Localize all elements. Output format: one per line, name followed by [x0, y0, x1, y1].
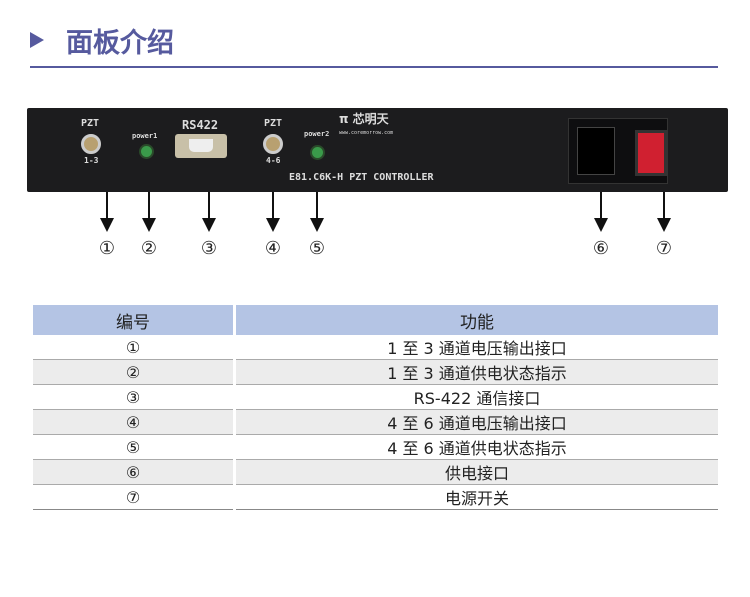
- controller-front-panel: PZT 1-3 power1 RS422 PZT 4-6 power2 π 芯明…: [27, 108, 728, 192]
- title-text: 面板介绍: [66, 27, 174, 59]
- cell-function: 4 至 6 通道供电状态指示: [234, 434, 718, 460]
- label-pzt1: PZT: [81, 118, 100, 129]
- table-row: ③ RS-422 通信接口: [33, 384, 718, 410]
- callout-3: ③: [200, 238, 218, 259]
- label-power1: power1: [132, 132, 158, 140]
- cell-number: ②: [33, 359, 236, 385]
- pzt-connector-2: [263, 134, 283, 154]
- cell-number: ⑥: [33, 459, 236, 485]
- table-row: ⑦ 电源开关: [33, 484, 718, 510]
- model-label: E81.C6K-H PZT CONTROLLER: [289, 172, 434, 183]
- label-rs422: RS422: [182, 118, 219, 132]
- callout-2: ②: [140, 238, 158, 259]
- triangle-bullet-icon: [30, 32, 44, 48]
- table-row: ⑥ 供电接口: [33, 459, 718, 485]
- cell-number: ⑤: [33, 434, 236, 460]
- cell-number: ③: [33, 384, 236, 410]
- cell-function: 1 至 3 通道电压输出接口: [234, 335, 718, 360]
- arrow-6: [594, 192, 608, 232]
- callout-4: ④: [264, 238, 282, 259]
- arrow-5: [310, 192, 324, 232]
- power2-led: [310, 145, 325, 160]
- header-number: 编号: [33, 305, 236, 335]
- callout-6: ⑥: [592, 238, 610, 259]
- label-pzt2: PZT: [264, 118, 283, 129]
- section-title: 面板介绍: [30, 20, 174, 60]
- label-ch2: 4-6: [266, 156, 281, 165]
- cell-function: 供电接口: [234, 459, 718, 485]
- arrow-3: [202, 192, 216, 232]
- cell-function: 4 至 6 通道电压输出接口: [234, 409, 718, 435]
- title-divider: [30, 66, 718, 68]
- cell-function: 1 至 3 通道供电状态指示: [234, 359, 718, 385]
- callout-7: ⑦: [655, 238, 673, 259]
- cell-number: ⑦: [33, 484, 236, 510]
- cell-number: ①: [33, 335, 236, 360]
- arrow-7: [657, 192, 671, 232]
- header-function: 功能: [234, 305, 718, 335]
- power1-led: [139, 144, 154, 159]
- label-ch1: 1-3: [84, 156, 99, 165]
- brand-site: www.coremorrow.com: [339, 130, 394, 136]
- brand-logo: π 芯明天: [339, 112, 389, 126]
- cell-number: ④: [33, 409, 236, 435]
- callout-5: ⑤: [308, 238, 326, 259]
- pzt-connector-1: [81, 134, 101, 154]
- arrow-1: [100, 192, 114, 232]
- callout-1: ①: [98, 238, 116, 259]
- rs422-port: [175, 134, 227, 158]
- power-switch: [635, 130, 667, 176]
- cell-function: RS-422 通信接口: [234, 384, 718, 410]
- arrow-4: [266, 192, 280, 232]
- label-power2: power2: [304, 130, 330, 138]
- arrow-2: [142, 192, 156, 232]
- cell-function: 电源开关: [234, 484, 718, 510]
